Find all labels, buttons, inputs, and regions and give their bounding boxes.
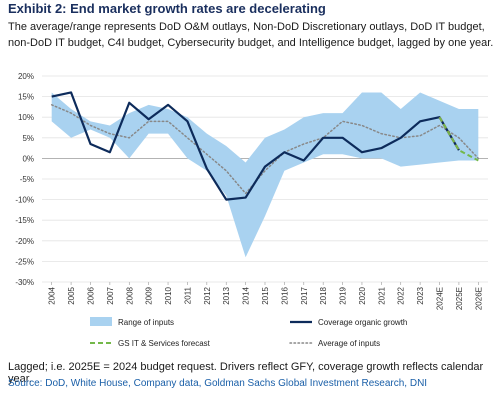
- y-tick-label: -15%: [15, 216, 34, 225]
- x-tick-label: 2024E: [436, 287, 445, 310]
- exhibit-title: Exhibit 2: End market growth rates are d…: [8, 1, 326, 16]
- x-tick-label: 2021: [377, 286, 386, 304]
- x-tick-label: 2018: [319, 286, 328, 304]
- gs-it-services-forecast-line: [438, 116, 479, 162]
- x-tick-label: 2015: [261, 286, 270, 304]
- y-tick-label: 10%: [18, 113, 34, 122]
- legend-label-gs-forecast: GS IT & Services forecast: [118, 339, 211, 348]
- range-of-inputs-band: [51, 92, 479, 258]
- x-tick-label: 2014: [242, 286, 251, 304]
- x-tick-label: 2012: [203, 286, 212, 304]
- x-tick-label: 2016: [280, 286, 289, 304]
- y-tick-label: -30%: [15, 278, 34, 287]
- x-tick-label: 2023: [416, 286, 425, 304]
- x-tick-label: 2004: [48, 286, 57, 304]
- x-tick-label: 2008: [125, 286, 134, 304]
- y-tick-label: 15%: [18, 93, 34, 102]
- x-tick-label: 2022: [397, 286, 406, 304]
- x-axis: 2004 2005 2006 2007 2008 2009 2010 2011 2012 2013…: [48, 282, 483, 310]
- x-tick-label: 2026E: [474, 287, 483, 310]
- y-tick-label: -25%: [15, 257, 34, 266]
- legend-swatch-range: [90, 317, 112, 326]
- x-tick-label: 2025E: [455, 287, 464, 310]
- legend-label-average: Average of inputs: [318, 339, 380, 348]
- y-tick-label: -20%: [15, 237, 34, 246]
- y-tick-label: 0%: [22, 154, 34, 163]
- x-tick-label: 2005: [67, 286, 76, 304]
- x-tick-label: 2011: [183, 286, 192, 304]
- y-tick-label: -5%: [20, 175, 34, 184]
- x-tick-label: 2020: [358, 286, 367, 304]
- x-tick-label: 2017: [300, 286, 309, 304]
- growth-chart: 20% 15% 10% 5% 0% -5% -10% -15% -20% -25% -30% 200…: [15, 72, 488, 348]
- average-of-inputs-line: [50, 104, 480, 195]
- coverage-organic-growth-line: [51, 91, 460, 201]
- y-axis: 20% 15% 10% 5% 0% -5% -10% -15% -20% -25% -30%: [15, 72, 34, 287]
- y-tick-label: -10%: [15, 196, 34, 205]
- source-note: Source: DoD, White House, Company data, …: [8, 378, 428, 389]
- legend: Range of inputs Coverage organic growth GS…: [90, 317, 407, 348]
- x-tick-label: 2006: [86, 286, 95, 304]
- lines-layer: [50, 91, 480, 201]
- y-tick-label: 5%: [22, 134, 34, 143]
- x-tick-label: 2013: [222, 286, 231, 304]
- x-tick-label: 2007: [106, 286, 115, 304]
- footnote: Lagged; i.e. 2025E = 2024 budget request…: [8, 361, 484, 385]
- exhibit-subtitle: The average/range represents DoD O&M out…: [8, 21, 494, 49]
- x-tick-label: 2019: [339, 286, 348, 304]
- legend-label-range: Range of inputs: [118, 318, 174, 327]
- x-tick-label: 2009: [145, 286, 154, 304]
- legend-label-coverage: Coverage organic growth: [318, 318, 407, 327]
- range-layer: [51, 92, 479, 258]
- y-tick-label: 20%: [18, 72, 34, 81]
- x-tick-label: 2010: [164, 286, 173, 304]
